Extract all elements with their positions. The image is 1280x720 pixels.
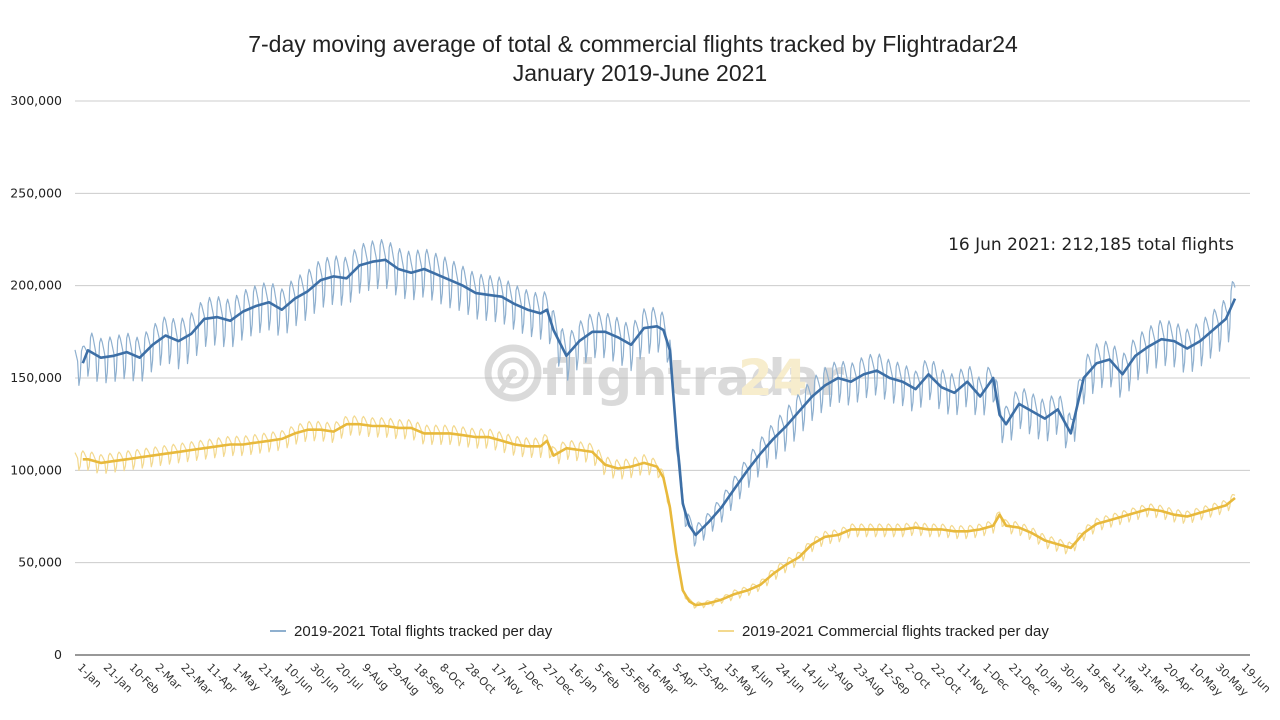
y-axis-ticks: 0 50,000 100,000 150,000 200,000 250,000 300,0… bbox=[10, 93, 62, 662]
x-tick-label: 1-Jan bbox=[75, 661, 104, 690]
daily-line-commercial bbox=[74, 415, 1236, 609]
radar-logo-icon bbox=[484, 344, 542, 402]
x-tick-label: 9-Aug bbox=[359, 661, 391, 693]
x-tick-label: 3-Aug bbox=[825, 661, 857, 693]
flightradar24-watermark: flightradar 24 bbox=[484, 344, 844, 407]
y-tick-label: 300,000 bbox=[10, 93, 62, 108]
legend: 2019-2021 Total flights tracked per day … bbox=[270, 623, 1049, 640]
y-tick-label: 200,000 bbox=[10, 278, 62, 293]
y-tick-label: 50,000 bbox=[18, 555, 62, 570]
chart-title: 7-day moving average of total & commerci… bbox=[248, 31, 1018, 57]
moving-average-line-commercial bbox=[82, 422, 1236, 607]
legend-item-commercial[interactable]: 2019-2021 Commercial flights tracked per… bbox=[718, 623, 1049, 640]
series-layer bbox=[74, 239, 1237, 609]
y-gridlines bbox=[75, 100, 1250, 564]
daily-line-total bbox=[74, 239, 1236, 547]
chart-subtitle: January 2019-June 2021 bbox=[513, 60, 767, 86]
annotation-latest-total: 16 Jun 2021: 212,185 total flights bbox=[948, 235, 1234, 255]
legend-item-total[interactable]: 2019-2021 Total flights tracked per day bbox=[270, 623, 553, 640]
watermark-suffix: 24 bbox=[738, 349, 808, 407]
y-tick-label: 250,000 bbox=[10, 185, 62, 200]
moving-average-line-total bbox=[81, 258, 1237, 537]
legend-label-total: 2019-2021 Total flights tracked per day bbox=[294, 623, 553, 640]
y-tick-label: 0 bbox=[54, 647, 62, 662]
y-tick-label: 100,000 bbox=[10, 462, 62, 477]
y-tick-label: 150,000 bbox=[10, 370, 62, 385]
x-axis-ticks: 1-Jan21-Jan10-Feb2-Mar22-Mar11-Apr1-May2… bbox=[75, 661, 1273, 699]
legend-label-commercial: 2019-2021 Commercial flights tracked per… bbox=[742, 623, 1049, 640]
watermark-text: flightradar bbox=[542, 349, 844, 407]
